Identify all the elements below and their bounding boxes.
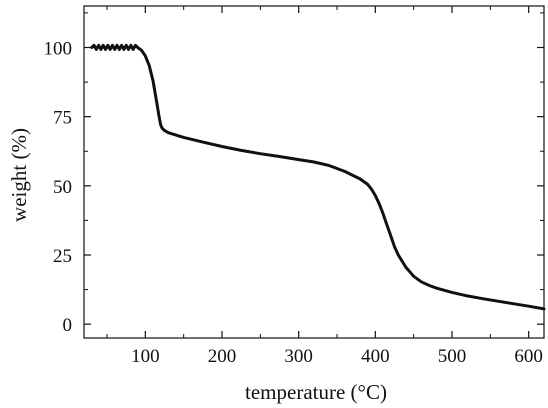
plot-border xyxy=(83,5,545,339)
minor-ticks xyxy=(84,6,544,338)
x-axis: 100 200 300 400 500 600 xyxy=(131,6,543,367)
x-tick-label-600: 600 xyxy=(514,346,543,367)
series-layer xyxy=(90,43,546,311)
y-axis-title: weight (%) xyxy=(7,128,31,222)
series-line-0 xyxy=(90,43,546,311)
x-tick-label-100: 100 xyxy=(131,346,160,367)
x-tick-label-400: 400 xyxy=(361,346,390,367)
y-tick-label-100: 100 xyxy=(44,39,73,60)
y-tick-label-25: 25 xyxy=(53,246,72,267)
x-tick-label-200: 200 xyxy=(208,346,237,367)
y-axis: 0 25 50 75 100 xyxy=(44,39,544,336)
y-tick-label-50: 50 xyxy=(53,177,72,198)
x-axis-title: temperature (°C) xyxy=(245,380,387,404)
y-tick-label-75: 75 xyxy=(53,108,72,129)
plot-frame xyxy=(83,5,545,339)
y-tick-label-0: 0 xyxy=(63,315,73,336)
x-tick-label-500: 500 xyxy=(438,346,467,367)
x-tick-label-300: 300 xyxy=(284,346,313,367)
